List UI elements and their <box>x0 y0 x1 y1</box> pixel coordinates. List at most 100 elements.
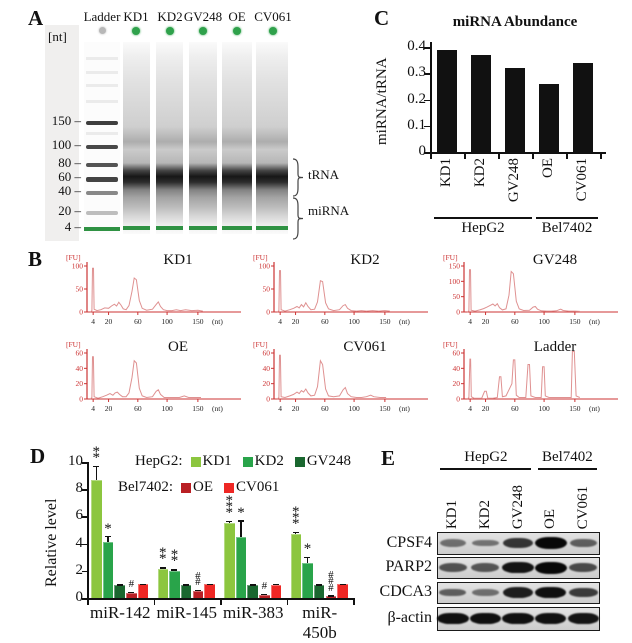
ladder-faint-band <box>86 132 118 136</box>
panel-d-y-tick-label: 6 <box>75 507 84 524</box>
error-bar-cap <box>304 556 311 558</box>
blot-band <box>569 563 598 572</box>
panel-c-y-tick-mark <box>424 152 430 154</box>
fu-unit-label: [FU] <box>253 253 268 262</box>
bar-kd1 <box>437 49 457 152</box>
ep-y-tick-label: 50 <box>453 292 461 301</box>
ep-y-tick-label: 0 <box>266 308 270 317</box>
ep-y-tick-label: 50 <box>76 285 84 294</box>
legend-item-kd2: KD2 <box>242 453 284 470</box>
significance-marker: # <box>123 579 139 589</box>
legend-item-oe: OE <box>181 479 213 496</box>
bar-cv061-mir-450b <box>337 584 348 598</box>
blot-band <box>472 588 499 597</box>
bar-gv248-mir-145 <box>180 585 192 598</box>
panel-c-y-tick-label: 0.1 <box>407 116 426 133</box>
blot-band <box>438 563 467 572</box>
panel-a-gel-image: [nt] Ladder KD1 KD2 GV248 OE CV061 150 – 100 – 80… <box>25 5 360 247</box>
ep-x-tick-label: 4 <box>91 404 95 413</box>
legend-swatch-cv061 <box>224 482 234 493</box>
ep-y-tick-label: 40 <box>76 364 84 373</box>
ep-trace <box>89 356 201 400</box>
blot-row-label-1: PARP2 <box>385 558 432 575</box>
panel-d-y-tick-mark <box>82 516 87 518</box>
blot-group-label-bel7402: Bel7402 <box>541 449 593 465</box>
significance-marker: * * <box>155 546 171 567</box>
ep-x-tick-label: 60 <box>511 317 519 326</box>
marker-size-label-40: 40 – <box>58 182 81 198</box>
error-bar <box>306 556 309 564</box>
blot-band <box>437 612 469 625</box>
bar-oe-mir-450b <box>325 595 337 598</box>
gel-lane-ladder <box>84 42 120 234</box>
blot-band <box>439 588 467 597</box>
blot-band <box>568 587 598 598</box>
blot-lane-label-gv248: GV248 <box>509 484 526 529</box>
sig-char: * <box>225 498 234 515</box>
sig-char: # <box>328 575 334 588</box>
ep-y-tick-label: 0 <box>266 395 270 404</box>
panel-d-y-axis-label: Relative level <box>43 498 60 588</box>
blot-row-label-2: CDCA3 <box>379 583 432 600</box>
lane-header-kd1: KD1 <box>123 9 149 24</box>
error-bar-cap <box>194 589 201 591</box>
sig-char: * <box>92 444 101 461</box>
error-bar-cap <box>171 569 178 571</box>
marker-size-label-60: 60 – <box>58 169 81 185</box>
bar-kd1-mir-383 <box>224 523 235 598</box>
error-bar <box>240 520 242 537</box>
ep-x-tick-label: 60 <box>321 404 329 413</box>
bar-gv248-mir-450b <box>313 585 325 598</box>
panel-c-group-underline-hepg2 <box>434 217 532 219</box>
panel-d-y-tick-label: 10 <box>68 453 83 469</box>
error-bar-cap <box>339 583 346 585</box>
panel-c-x-tick-mark <box>464 154 466 159</box>
trna-bracket <box>292 158 304 197</box>
panel-d-y-tick-mark <box>82 489 87 491</box>
blot-group-label-hepg2: HepG2 <box>464 449 508 465</box>
ep-x-tick-label: 60 <box>134 317 142 326</box>
error-bar-cap <box>183 584 190 586</box>
green-sample-dot-icon <box>199 27 207 35</box>
nt-unit-label: (nt) <box>589 404 600 413</box>
bar-kd2-mir-383 <box>235 536 247 598</box>
fu-unit-label: [FU] <box>253 340 268 349</box>
subplot-title: CV061 <box>343 339 386 355</box>
ep-x-tick-label: 100 <box>348 317 360 326</box>
panel-c-group-label-bel7402: Bel7402 <box>541 220 593 236</box>
legend-prefix: HepG2: <box>135 453 183 469</box>
ep-x-tick-label: 20 <box>105 317 113 326</box>
panel-c-y-axis-label: miRNA/tRNA <box>374 57 390 145</box>
blot-box-3 <box>437 607 600 631</box>
marker-size-label-20: 20 – <box>58 202 81 218</box>
panel-c-x-tick-mark <box>430 154 432 159</box>
blot-band <box>502 612 534 625</box>
legend-item-kd1: KD1 <box>190 453 232 470</box>
sig-char: # <box>195 576 201 589</box>
panel-c-x-tick-label-gv248: GV248 <box>506 158 522 203</box>
error-bar <box>95 466 97 480</box>
panel-d-grouped-bar-chart: Relative level 0 2 4 6 8 10 miR-142 * * * # miR-145 *… <box>43 443 360 643</box>
error-bar-cap <box>159 567 166 569</box>
blot-lane-label-kd2: KD2 <box>476 499 493 529</box>
ep-trace <box>466 269 580 313</box>
blot-band <box>502 561 534 574</box>
significance-marker: * <box>100 521 116 536</box>
ep-y-tick-label: 20 <box>453 379 461 388</box>
blot-band <box>472 539 499 547</box>
sig-char: * <box>292 503 300 520</box>
sample-4nt-green-band <box>189 226 217 231</box>
significance-marker: # # # <box>323 570 339 593</box>
blot-band <box>502 587 534 598</box>
bar-oe-mir-383 <box>259 594 270 598</box>
sig-char: * <box>303 541 312 558</box>
ep-x-tick-label: 150 <box>379 317 391 326</box>
bar-cv061 <box>573 62 593 152</box>
nt-unit-label: (nt) <box>212 317 223 326</box>
sample-4nt-green-band <box>156 226 183 231</box>
gel-lane-gv248 <box>189 42 217 234</box>
panel-d-x-tick-mark <box>220 600 222 605</box>
legend-item-gv248: GV248 <box>294 453 351 470</box>
panel-d-y-tick-mark <box>82 462 87 464</box>
